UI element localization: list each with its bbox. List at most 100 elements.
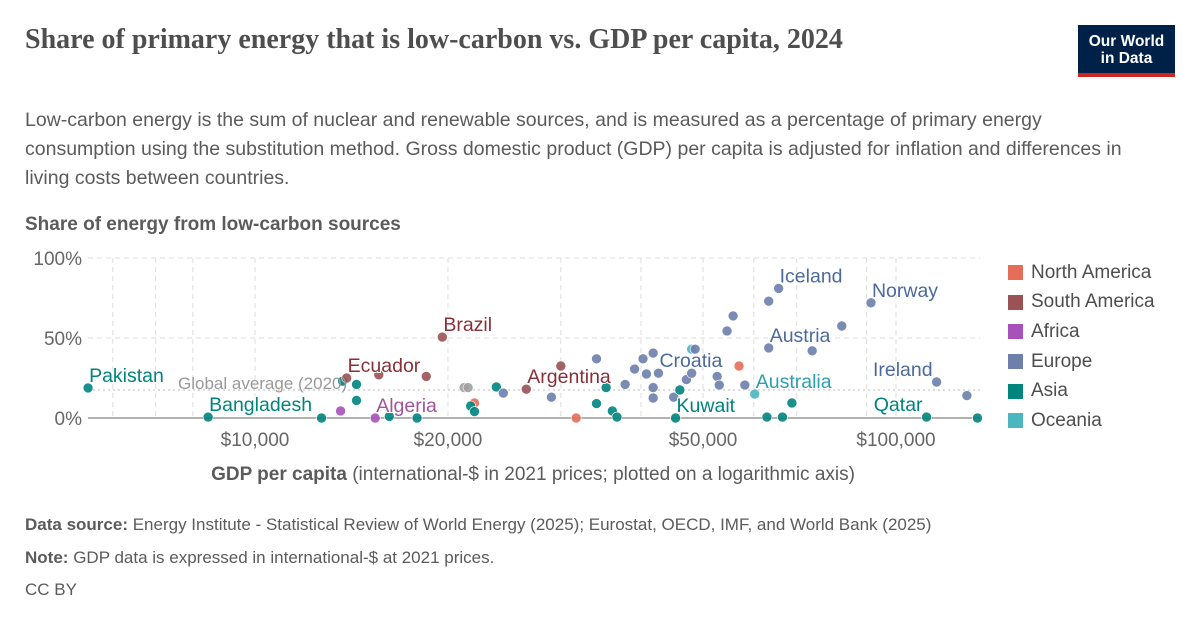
data-point [689, 343, 701, 355]
chart-title: Share of primary energy that is low-carb… [25, 24, 843, 55]
data-point [383, 411, 395, 422]
legend-label: Oceania [1031, 409, 1102, 431]
source-text: Energy Institute - Statistical Review of… [132, 515, 932, 534]
data-point [674, 384, 686, 396]
data-point [591, 398, 602, 409]
data-point [749, 388, 761, 400]
data-point [961, 390, 973, 401]
data-point [739, 379, 751, 391]
legend-item-africa[interactable]: Africa [1008, 317, 1155, 347]
x-tick-label: $10,000 [221, 430, 290, 451]
legend-swatch [1008, 265, 1023, 281]
legend-swatch [1008, 294, 1023, 310]
x-axis-label-rest: (international-$ in 2021 prices; plotted… [352, 464, 855, 485]
point-label-croatia: Croatia [659, 350, 722, 372]
logo-line2: in Data [1100, 50, 1153, 67]
data-point [931, 376, 942, 388]
data-point [498, 387, 509, 399]
legend-label: Africa [1031, 320, 1080, 342]
data-point [647, 347, 659, 359]
legend-label: Europe [1031, 350, 1093, 372]
data-point [733, 360, 745, 372]
license[interactable]: CC BY [25, 580, 77, 599]
point-label-pakistan: Pakistan [89, 365, 164, 387]
point-label-qatar: Qatar [874, 394, 923, 416]
legend-item-asia[interactable]: Asia [1008, 376, 1155, 406]
legend-swatch [1008, 383, 1023, 399]
y-axis-label: Share of energy from low-carbon sources [25, 214, 401, 235]
legend-item-north-america[interactable]: North America [1008, 258, 1155, 288]
data-point [341, 372, 352, 384]
legend-label: Asia [1031, 380, 1068, 402]
data-point [369, 412, 381, 424]
point-label-bangladesh: Bangladesh [209, 394, 312, 416]
data-point [806, 345, 818, 357]
data-point [972, 412, 983, 424]
point-label-iceland: Iceland [780, 265, 843, 287]
note: Note: GDP data is expressed in internati… [25, 548, 494, 568]
data-point [865, 297, 877, 309]
reference-line-label: Global average (2020) [178, 374, 347, 393]
data-point [786, 397, 798, 409]
x-axis-label-bold: GDP per capita [211, 464, 347, 485]
point-label-brazil: Brazil [443, 314, 492, 336]
legend-swatch [1008, 413, 1023, 429]
data-point [763, 342, 774, 354]
point-label-norway: Norway [872, 280, 938, 302]
y-tick-label: 50% [44, 329, 82, 350]
x-tick-label: $20,000 [414, 430, 483, 451]
data-point [629, 363, 640, 375]
point-label-argentina: Argentina [527, 366, 611, 388]
point-label-ireland: Ireland [873, 359, 933, 381]
data-point [521, 383, 532, 395]
x-axis-label: GDP per capita (international-$ in 2021 … [0, 464, 1066, 486]
data-point [637, 353, 649, 365]
data-point [641, 368, 652, 380]
legend-item-south-america[interactable]: South America [1008, 288, 1155, 318]
points-layer [82, 283, 983, 424]
x-tick-label: $100,000 [856, 430, 935, 451]
data-point [763, 295, 774, 307]
owid-logo[interactable]: Our World in Data [1078, 25, 1175, 77]
data-point [600, 382, 612, 393]
data-point [773, 283, 784, 294]
legend-label: South America [1031, 291, 1155, 313]
data-point [619, 379, 631, 390]
point-label-australia: Australia [756, 371, 832, 393]
data-point [686, 367, 697, 379]
legend-label: North America [1031, 261, 1152, 283]
data-point [351, 379, 362, 390]
data-point [761, 411, 773, 423]
data-point [462, 382, 474, 393]
data-point [591, 353, 602, 365]
data-point [721, 325, 733, 337]
data-point [411, 412, 423, 424]
data-point [351, 395, 362, 406]
note-label: Note: [25, 548, 69, 567]
legend-item-oceania[interactable]: Oceania [1008, 406, 1155, 436]
data-point [668, 391, 680, 403]
y-tick-label: 0% [55, 409, 83, 430]
logo-line1: Our World [1088, 33, 1165, 50]
data-point [711, 371, 723, 382]
data-point [437, 331, 448, 343]
data-point [202, 411, 214, 423]
data-point [546, 391, 557, 403]
data-point [921, 411, 932, 423]
legend-item-europe[interactable]: Europe [1008, 347, 1155, 377]
data-point [82, 382, 94, 394]
data-point [420, 371, 432, 382]
data-point [570, 412, 582, 424]
chart-subtitle: Low-carbon energy is the sum of nuclear … [25, 109, 1122, 189]
point-label-ecuador: Ecuador [348, 355, 421, 377]
data-point [647, 392, 659, 404]
data-point [647, 382, 659, 393]
data-point [316, 412, 327, 424]
data-point [335, 405, 346, 417]
data-point [491, 381, 502, 393]
note-text: GDP data is expressed in international-$… [73, 548, 495, 567]
data-point [836, 320, 848, 332]
y-tick-label: 100% [33, 249, 82, 270]
data-point [469, 406, 480, 417]
